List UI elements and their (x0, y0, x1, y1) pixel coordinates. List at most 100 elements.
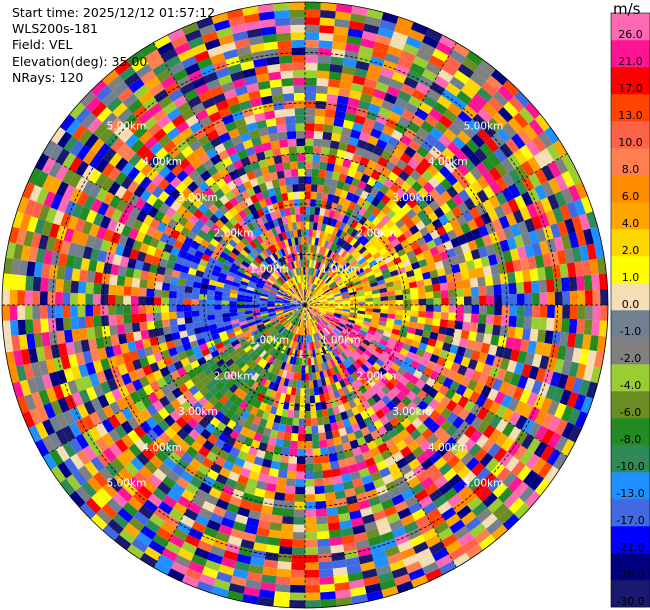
range-gate-cell (439, 250, 450, 261)
range-gate-cell (338, 320, 347, 326)
range-gate-cell (185, 482, 199, 496)
range-gate-cell (316, 192, 323, 201)
range-ring-label: 5.00km (464, 121, 504, 133)
range-gate-cell (320, 9, 336, 19)
range-gate-cell (38, 234, 49, 250)
range-gate-cell (282, 337, 288, 346)
range-gate-cell (336, 505, 350, 515)
range-gate-cell (296, 349, 301, 358)
range-gate-cell (50, 400, 63, 416)
range-gate-cell (317, 363, 323, 372)
range-gate-cell (307, 350, 311, 358)
range-gate-cell (252, 307, 260, 311)
range-gate-cell (356, 316, 365, 321)
range-gate-cell (401, 192, 413, 204)
range-gate-cell (259, 232, 268, 242)
range-gate-cell (337, 213, 346, 222)
range-gate-cell (290, 364, 296, 373)
range-gate-cell (415, 252, 426, 262)
range-gate-cell (428, 200, 440, 212)
range-gate-cell (401, 282, 410, 290)
range-gate-cell (289, 600, 305, 608)
range-gate-cell (372, 510, 387, 522)
range-gate-cell (62, 409, 76, 426)
range-gate-cell (282, 305, 290, 308)
range-gate-cell (193, 423, 205, 435)
range-gate-cell (370, 285, 380, 291)
range-gate-cell (307, 290, 311, 298)
range-gate-cell (351, 153, 363, 164)
range-gate-cell (294, 284, 299, 292)
range-gate-cell (274, 305, 283, 307)
range-gate-cell (305, 17, 321, 26)
range-gate-cell (293, 372, 298, 381)
range-gate-cell (319, 321, 326, 329)
range-gate-cell (256, 527, 270, 537)
range-gate-cell (151, 424, 165, 437)
range-gate-cell (147, 155, 161, 169)
range-gate-cell (437, 95, 452, 109)
range-gate-cell (410, 299, 419, 305)
range-gate-cell (305, 299, 311, 305)
range-gate-cell (401, 320, 410, 328)
range-gate-cell (372, 308, 381, 313)
range-gate-cell (81, 220, 93, 235)
range-gate-cell (499, 357, 510, 371)
range-gate-cell (68, 172, 82, 189)
range-gate-cell (494, 432, 509, 448)
range-gate-cell (255, 217, 264, 227)
range-gate-cell (310, 309, 317, 316)
range-gate-cell (199, 573, 217, 586)
range-gate-cell (312, 304, 321, 305)
range-gate-cell (524, 293, 533, 305)
range-gate-cell (344, 112, 356, 123)
range-gate-cell (316, 289, 323, 296)
range-gate-cell (485, 354, 496, 366)
range-gate-cell (95, 158, 109, 173)
range-gate-cell (275, 484, 286, 494)
range-gate-cell (76, 144, 91, 161)
range-gate-cell (256, 235, 264, 244)
range-gate-cell (312, 229, 317, 238)
range-gate-cell (534, 409, 548, 426)
range-gate-cell (210, 136, 223, 148)
range-gate-cell (434, 260, 445, 270)
range-gate-cell (308, 327, 312, 335)
range-gate-cell (243, 375, 252, 385)
range-gate-cell (257, 243, 265, 253)
range-gate-cell (513, 361, 525, 376)
range-gate-cell (403, 305, 412, 311)
range-gate-cell (190, 360, 201, 370)
range-gate-cell (230, 315, 239, 321)
range-gate-cell (262, 249, 270, 258)
range-gate-cell (141, 201, 153, 215)
range-gate-cell (232, 259, 242, 268)
range-gate-cell (252, 415, 262, 426)
range-gate-cell (283, 432, 292, 441)
range-gate-cell (361, 513, 376, 525)
range-gate-cell (571, 347, 582, 364)
range-gate-cell (478, 305, 487, 315)
range-gate-cell (384, 276, 393, 284)
range-gate-cell (222, 312, 231, 319)
range-gate-cell (401, 203, 412, 214)
range-gate-cell (320, 272, 326, 280)
range-gate-cell (335, 303, 343, 305)
range-gate-cell (305, 320, 308, 328)
range-gate-cell (566, 262, 577, 278)
range-gate-cell (376, 425, 388, 437)
range-gate-cell (466, 219, 478, 232)
range-gate-cell (280, 345, 287, 354)
range-gate-cell (444, 160, 457, 174)
range-gate-cell (149, 336, 159, 347)
range-gate-cell (299, 312, 303, 320)
range-gate-cell (346, 266, 355, 274)
range-gate-cell (106, 218, 119, 232)
range-gate-cell (308, 267, 311, 276)
range-gate-cell (305, 176, 312, 184)
range-gate-cell (188, 527, 204, 541)
range-gate-cell (355, 267, 365, 275)
range-gate-cell (213, 199, 224, 210)
range-gate-cell (314, 237, 320, 246)
range-gate-cell (176, 311, 185, 319)
